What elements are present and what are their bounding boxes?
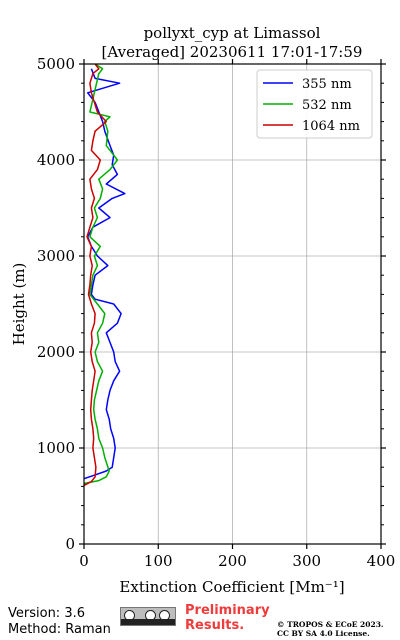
copyright-notice: © TROPOS & ECoE 2023. CC BY SA 4.0 Licen… — [277, 620, 384, 638]
x-tick-label: 0 — [79, 552, 89, 570]
chart-title: pollyxt_cyp at Limassol — [144, 24, 321, 42]
version-text: Version: 3.6 — [8, 606, 85, 621]
series-line — [83, 63, 108, 487]
copyright-line-1: © TROPOS & ECoE 2023. — [277, 620, 384, 629]
series-line — [83, 68, 126, 480]
y-tick-label: 2000 — [37, 343, 75, 361]
y-tick-label: 5000 — [37, 55, 75, 73]
y-tick-label: 1000 — [37, 439, 75, 457]
x-tick-label: 200 — [218, 552, 247, 570]
chart-subtitle: [Averaged] 20230611 17:01-17:59 — [102, 43, 363, 61]
series-line — [83, 63, 119, 485]
x-tick-label: 400 — [367, 552, 396, 570]
preliminary-line-2: Results. — [185, 618, 245, 633]
x-tick-label: 100 — [144, 552, 173, 570]
legend-box — [256, 69, 373, 139]
preliminary-line-1: Preliminary — [185, 603, 270, 618]
legend-label: 532 nm — [302, 98, 352, 113]
y-axis-label: Height (m) — [10, 263, 28, 346]
cc-by-sa-badge-icon — [120, 607, 176, 626]
copyright-line-2: CC BY SA 4.0 License. — [277, 629, 370, 638]
x-tick-label: 300 — [292, 552, 321, 570]
preliminary-notice: Preliminary Results. — [185, 603, 270, 633]
x-axis-label: Extinction Coefficient [Mm⁻¹] — [119, 578, 344, 596]
extinction-chart: pollyxt_cyp at Limassol [Averaged] 20230… — [10, 24, 396, 596]
y-tick-label: 0 — [65, 535, 75, 553]
method-text: Method: Raman — [8, 622, 111, 637]
y-tick-label: 3000 — [37, 247, 75, 265]
footer-info: Version: 3.6 Method: Raman — [8, 606, 111, 638]
y-tick-label: 4000 — [37, 151, 75, 169]
legend: 355 nm 532 nm 1064 nm — [256, 69, 373, 139]
legend-label: 1064 nm — [302, 119, 360, 134]
series-layer — [83, 63, 126, 487]
legend-label: 355 nm — [302, 77, 352, 92]
